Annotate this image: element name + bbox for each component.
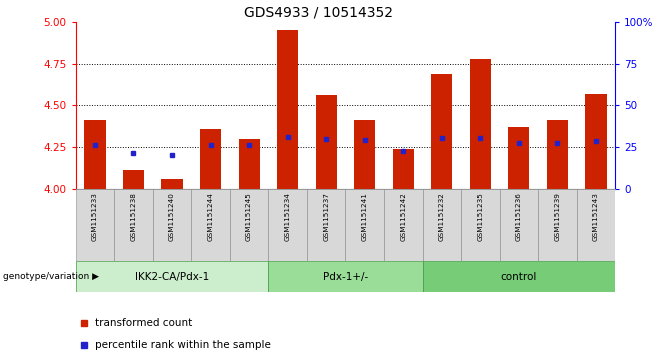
Text: GSM1151244: GSM1151244 (207, 192, 214, 241)
Text: Pdx-1+/-: Pdx-1+/- (323, 272, 368, 282)
Bar (345, 189, 384, 261)
Bar (354, 120, 375, 189)
Bar (470, 58, 491, 189)
Bar (461, 189, 499, 261)
Bar (76, 189, 114, 261)
Bar (114, 189, 153, 261)
Bar (123, 170, 144, 189)
Bar (277, 30, 298, 189)
Text: GSM1151238: GSM1151238 (130, 192, 136, 241)
Text: GSM1151240: GSM1151240 (169, 192, 175, 241)
Bar (268, 189, 307, 261)
Bar (161, 179, 183, 189)
Text: GSM1151237: GSM1151237 (323, 192, 329, 241)
Text: GSM1151243: GSM1151243 (593, 192, 599, 241)
Bar (230, 189, 268, 261)
Text: GSM1151239: GSM1151239 (555, 192, 561, 241)
Bar (586, 94, 607, 189)
Text: percentile rank within the sample: percentile rank within the sample (95, 340, 270, 350)
Text: transformed count: transformed count (95, 318, 191, 328)
Bar (307, 189, 345, 261)
Text: GSM1151245: GSM1151245 (246, 192, 252, 241)
Bar (316, 95, 337, 189)
Bar (422, 189, 461, 261)
Bar (393, 149, 414, 189)
Text: genotype/variation ▶: genotype/variation ▶ (3, 272, 99, 281)
Bar (508, 127, 530, 189)
Bar (268, 261, 422, 292)
Text: GSM1151234: GSM1151234 (285, 192, 291, 241)
Bar (238, 139, 260, 189)
Bar (76, 261, 268, 292)
Bar (499, 189, 538, 261)
Bar (547, 120, 568, 189)
Bar (576, 189, 615, 261)
Bar (191, 189, 230, 261)
Bar (84, 120, 105, 189)
Text: GSM1151233: GSM1151233 (92, 192, 98, 241)
Text: GDS4933 / 10514352: GDS4933 / 10514352 (244, 5, 393, 20)
Bar (384, 189, 422, 261)
Text: control: control (501, 272, 537, 282)
Bar (538, 189, 576, 261)
Text: GSM1151241: GSM1151241 (362, 192, 368, 241)
Text: GSM1151235: GSM1151235 (477, 192, 484, 241)
Text: GSM1151232: GSM1151232 (439, 192, 445, 241)
Text: IKK2-CA/Pdx-1: IKK2-CA/Pdx-1 (135, 272, 209, 282)
Bar (153, 189, 191, 261)
Text: GSM1151236: GSM1151236 (516, 192, 522, 241)
Bar (431, 74, 453, 189)
Bar (422, 261, 615, 292)
Bar (200, 129, 221, 189)
Text: GSM1151242: GSM1151242 (400, 192, 406, 241)
